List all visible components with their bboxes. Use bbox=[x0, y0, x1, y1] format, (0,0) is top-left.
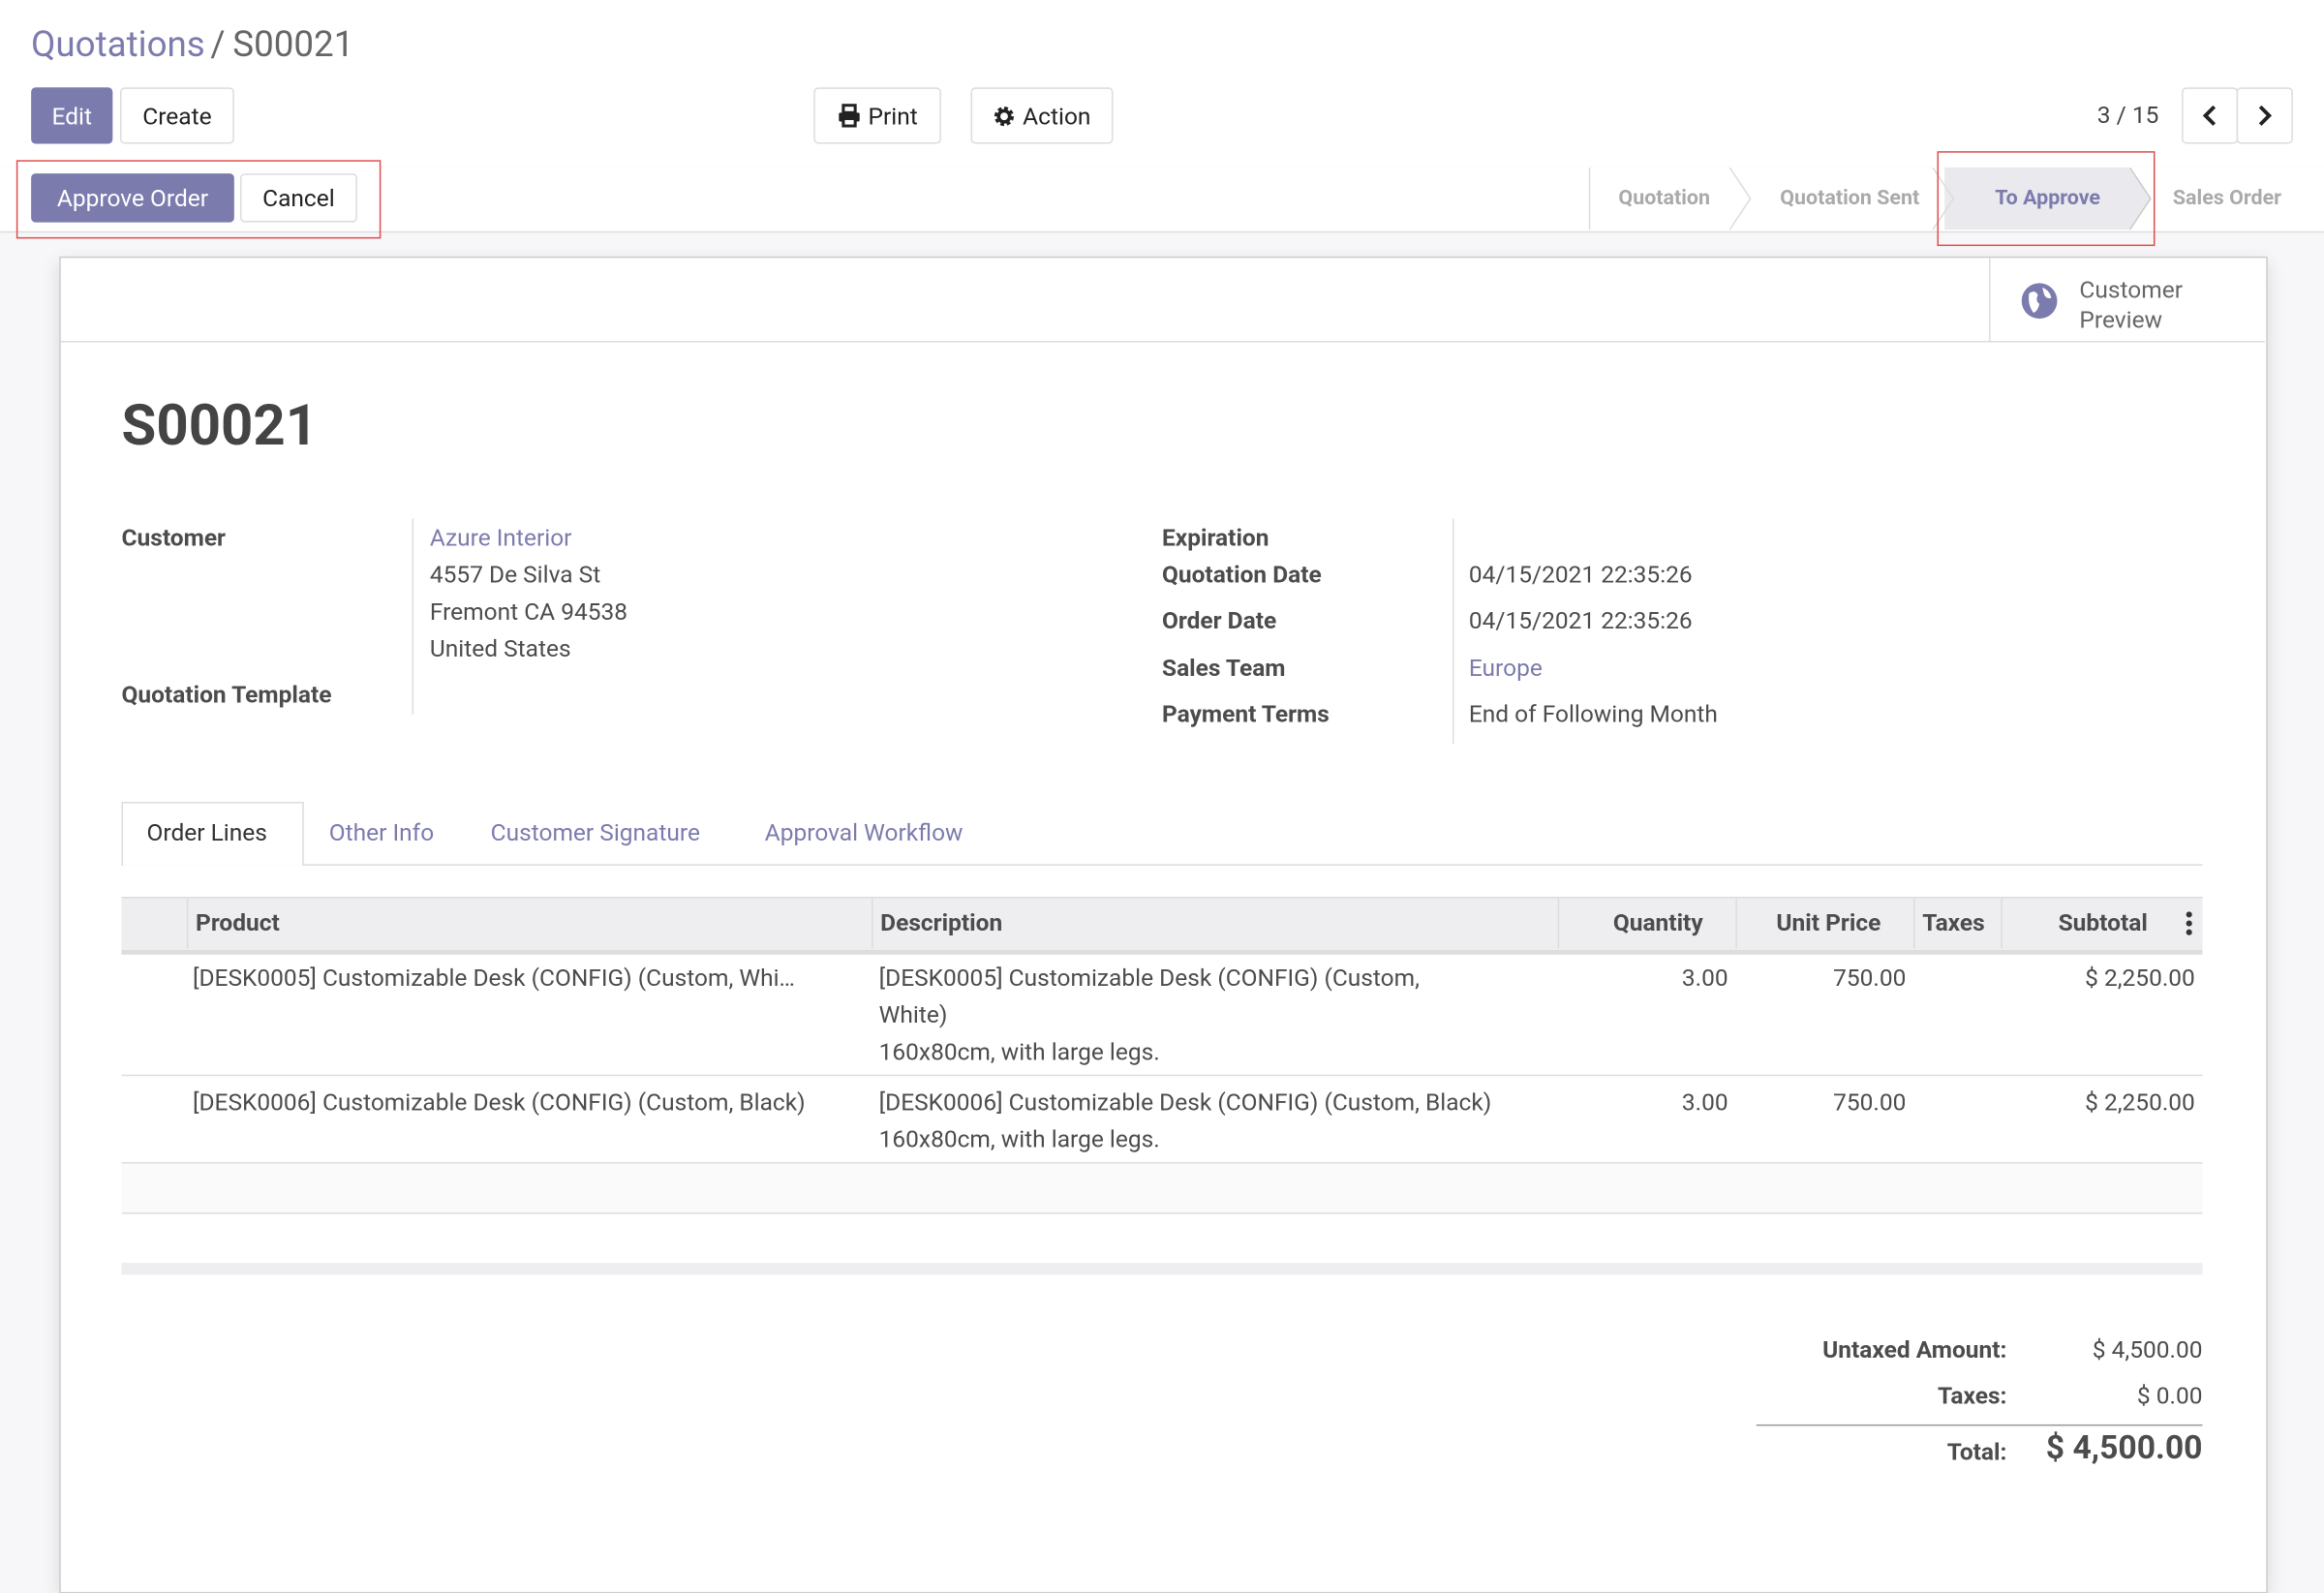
stage[interactable]: Quotation bbox=[1618, 186, 1711, 211]
globe-icon bbox=[2021, 283, 2058, 320]
button-box-divider bbox=[1989, 258, 1991, 342]
stage[interactable]: Quotation Sent bbox=[1780, 186, 1920, 211]
column-header[interactable]: Subtotal bbox=[2001, 897, 2173, 949]
gear-icon bbox=[994, 106, 1015, 126]
customer-preview-label: Customer Preview bbox=[2079, 276, 2183, 335]
column-header[interactable]: Product bbox=[186, 897, 872, 949]
button-box-border bbox=[60, 341, 2265, 343]
cell[interactable]: [DESK0006] Customizable Desk (CONFIG) (C… bbox=[879, 1084, 1492, 1158]
cell[interactable]: 750.00 bbox=[1833, 963, 1907, 992]
field-label: Order Date bbox=[1161, 606, 1277, 635]
field-label: Expiration bbox=[1161, 523, 1269, 552]
pager-prev[interactable] bbox=[2182, 87, 2239, 144]
field-value: 04/15/2021 22:35:26 bbox=[1468, 606, 1693, 635]
total-value: $ 4,500.00 bbox=[2092, 1335, 2203, 1364]
chevron-right bbox=[2258, 105, 2273, 126]
column-header[interactable]: Quantity bbox=[1557, 897, 1736, 949]
text-line: [DESK0006] Customizable Desk (CONFIG) (C… bbox=[878, 1088, 1492, 1117]
text-line: White) bbox=[878, 1000, 948, 1029]
action-label: Action bbox=[1023, 101, 1091, 130]
tab-label[interactable]: Customer Signature bbox=[490, 817, 700, 846]
field-link[interactable]: Europe bbox=[1468, 653, 1543, 683]
grand-total: $ 4,500.00 bbox=[2045, 1430, 2203, 1468]
cell[interactable]: [DESK0005] Customizable Desk (CONFIG) (C… bbox=[192, 963, 795, 992]
cell[interactable]: [DESK0006] Customizable Desk (CONFIG) (C… bbox=[192, 1088, 806, 1117]
field-value: End of Following Month bbox=[1468, 699, 1718, 728]
address-line: 4557 De Silva St bbox=[429, 560, 601, 589]
action-button[interactable]: Action bbox=[970, 87, 1114, 144]
customer-preview-button[interactable]: Customer Preview bbox=[1991, 258, 2265, 341]
record-title: S00021 bbox=[121, 394, 319, 460]
cell[interactable]: 750.00 bbox=[1833, 1088, 1907, 1117]
customer-link[interactable]: Azure Interior bbox=[429, 523, 572, 552]
total-label: Total: bbox=[1946, 1437, 2007, 1466]
text-line: 160x80cm, with large legs. bbox=[878, 1124, 1160, 1153]
field-label: Quotation Template bbox=[121, 680, 332, 709]
text-line: Preview bbox=[2079, 305, 2163, 334]
active-stage-bg bbox=[1944, 167, 2130, 230]
field-label: Quotation Date bbox=[1161, 560, 1322, 589]
field-divider bbox=[1452, 518, 1454, 745]
cell[interactable]: 3.00 bbox=[1681, 963, 1728, 992]
address-line: Fremont CA 94538 bbox=[429, 597, 628, 626]
text-line: [DESK0005] Customizable Desk (CONFIG) (C… bbox=[878, 963, 1420, 992]
table-header bbox=[121, 897, 2203, 955]
field-label: Customer bbox=[121, 523, 227, 552]
print-button[interactable]: Print bbox=[813, 87, 941, 144]
field-label: Payment Terms bbox=[1161, 699, 1330, 728]
print-icon bbox=[838, 104, 860, 128]
cancel-button[interactable]: Cancel bbox=[239, 173, 357, 223]
text-line: Customer bbox=[2079, 275, 2184, 304]
address-line: United States bbox=[429, 634, 571, 663]
breadcrumb-link[interactable]: Quotations bbox=[31, 23, 205, 66]
pager-next[interactable] bbox=[2236, 87, 2293, 144]
tab-border bbox=[121, 864, 2203, 866]
table-footer bbox=[121, 1263, 2203, 1275]
create-button[interactable]: Create bbox=[119, 87, 234, 144]
tab-label[interactable]: Other Info bbox=[328, 817, 435, 846]
row-border bbox=[121, 1212, 2203, 1214]
stage-arrow bbox=[1932, 167, 1955, 230]
highlight-box bbox=[1937, 151, 2156, 247]
total-value: $ 0.00 bbox=[2136, 1381, 2203, 1410]
field-value: 04/15/2021 22:35:26 bbox=[1468, 560, 1693, 589]
total-label: Taxes: bbox=[1938, 1381, 2007, 1410]
cell[interactable]: $ 2,250.00 bbox=[2085, 963, 2195, 992]
stage[interactable]: Sales Order bbox=[2172, 186, 2282, 211]
column-header[interactable]: Description bbox=[871, 897, 1558, 949]
active-stage-arrow bbox=[2129, 167, 2152, 230]
field-label: Sales Team bbox=[1161, 653, 1286, 683]
tab-active[interactable] bbox=[121, 802, 304, 866]
tab-label[interactable]: Approval Workflow bbox=[764, 817, 963, 846]
breadcrumb-current: S00021 bbox=[232, 23, 354, 66]
stage-arrow bbox=[1728, 167, 1752, 230]
empty-row bbox=[121, 1163, 2203, 1213]
row-border bbox=[121, 1074, 2203, 1077]
pager-value: 3 / 15 bbox=[2096, 101, 2159, 130]
total-divider bbox=[1756, 1424, 2203, 1426]
column-header[interactable]: Unit Price bbox=[1735, 897, 1913, 949]
status-bar bbox=[0, 166, 2324, 233]
stage-divider bbox=[1588, 167, 1591, 230]
optional-columns-icon[interactable] bbox=[2184, 910, 2195, 937]
approve-button[interactable]: Approve Order bbox=[31, 173, 234, 223]
stage-active[interactable]: To Approve bbox=[1995, 186, 2101, 211]
cell[interactable]: [DESK0005] Customizable Desk (CONFIG) (C… bbox=[879, 959, 1420, 1070]
breadcrumb-sep: / bbox=[210, 23, 226, 66]
highlight-box bbox=[15, 160, 382, 239]
print-label: Print bbox=[868, 101, 918, 130]
control-panel bbox=[0, 0, 2324, 168]
text-line: 160x80cm, with large legs. bbox=[878, 1037, 1160, 1066]
tab-label[interactable]: Order Lines bbox=[146, 817, 267, 846]
cell[interactable]: $ 2,250.00 bbox=[2085, 1088, 2195, 1117]
edit-button[interactable]: Edit bbox=[31, 87, 113, 144]
chevron-left bbox=[2202, 105, 2217, 126]
row-border bbox=[121, 1161, 2203, 1164]
cell[interactable]: 3.00 bbox=[1681, 1088, 1728, 1117]
field-divider bbox=[412, 518, 414, 715]
column-header[interactable]: Taxes bbox=[1913, 897, 2001, 949]
total-label: Untaxed Amount: bbox=[1822, 1335, 2007, 1364]
